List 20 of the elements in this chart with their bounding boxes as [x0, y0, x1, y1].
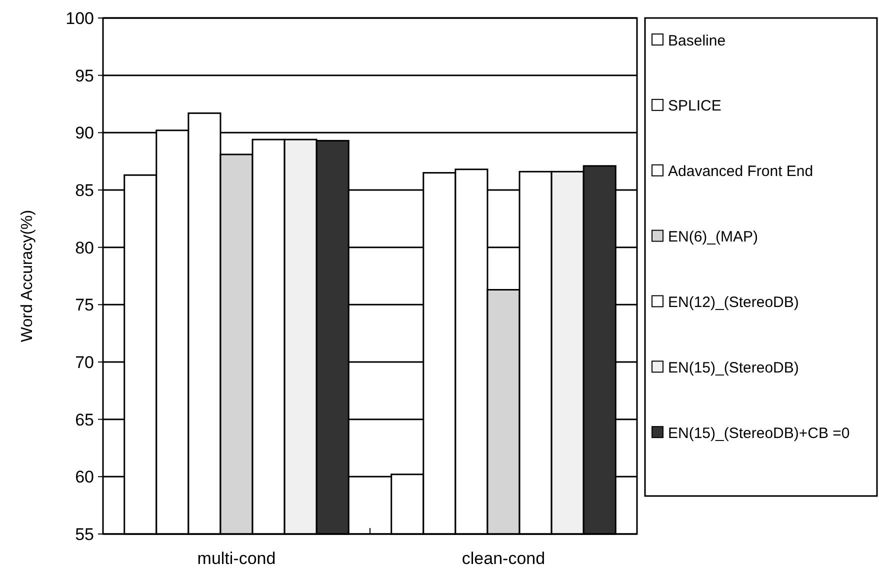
legend-label: Baseline — [668, 32, 726, 50]
y-tick-label: 55 — [75, 524, 94, 544]
y-tick-label: 60 — [75, 468, 94, 487]
x-tick-label: multi-cond — [197, 549, 276, 568]
y-tick-label: 95 — [75, 66, 94, 86]
y-tick-label: 70 — [75, 352, 94, 372]
y-axis-title: Word Accuracy(%) — [19, 210, 36, 342]
y-tick-label: 80 — [75, 238, 94, 258]
legend-label: SPLICE — [668, 98, 722, 115]
y-tick-label: 85 — [75, 180, 94, 200]
y-tick-label: 65 — [75, 410, 94, 430]
legend-label: EN(15)_(StereoDB) — [668, 359, 799, 376]
legend-label: EN(12)_(StereoDB) — [668, 294, 799, 311]
legend-label: Adavanced Front End — [668, 163, 814, 180]
y-tick-label: 100 — [66, 8, 94, 28]
legend-label: EN(15)_(StereoDB)+CB =0 — [668, 424, 850, 442]
x-tick-label: clean-cond — [462, 549, 546, 568]
y-tick-label: 75 — [75, 296, 94, 315]
y-tick-label: 90 — [75, 124, 94, 143]
legend-label: EN(6)_(MAP) — [668, 228, 758, 246]
